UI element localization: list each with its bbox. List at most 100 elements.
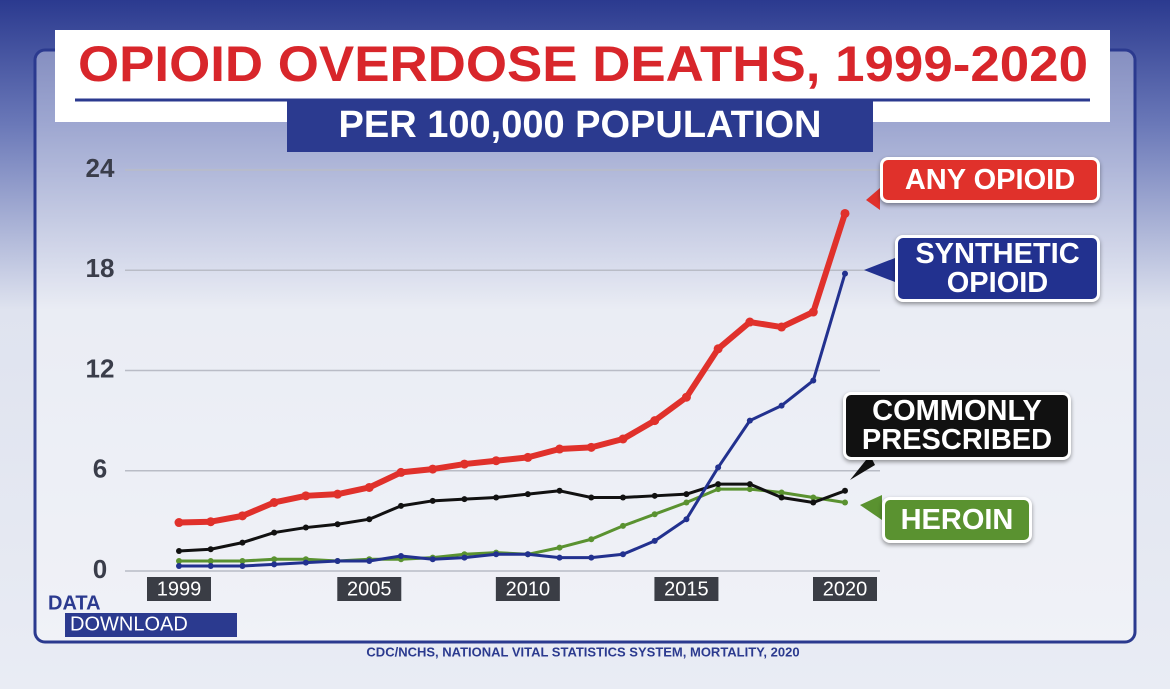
data-point [271, 529, 278, 536]
data-point [524, 551, 531, 558]
data-point [271, 561, 278, 568]
data-point [174, 518, 184, 528]
data-point [366, 516, 373, 523]
data-point [271, 556, 278, 563]
data-point [842, 499, 848, 506]
logo: DOWNLOAD [70, 613, 188, 635]
data-point [302, 559, 309, 566]
data-point [618, 434, 628, 444]
chart-subtitle: PER 100,000 POPULATION [339, 104, 822, 146]
series-line [179, 273, 847, 568]
data-point [808, 307, 818, 317]
data-point [493, 551, 500, 558]
data-point [810, 499, 817, 506]
data-point [302, 524, 309, 531]
x-tick-label: 2010 [506, 578, 551, 600]
data-point [620, 522, 626, 529]
x-tick-label: 2020 [823, 578, 868, 600]
data-point [778, 489, 785, 496]
data-point [239, 562, 246, 569]
data-point [428, 464, 438, 474]
data-point [620, 494, 626, 501]
data-point [461, 496, 468, 503]
data-point [842, 270, 848, 277]
x-tick-label: 2015 [664, 578, 709, 600]
data-point [239, 557, 246, 564]
data-point [778, 402, 785, 409]
data-point [681, 392, 691, 402]
data-point [651, 537, 658, 544]
data-point [334, 557, 341, 564]
x-tick-box [654, 577, 719, 601]
y-tick-label: 6 [93, 454, 107, 484]
data-point [396, 467, 406, 477]
data-point [777, 322, 787, 332]
data-point [493, 494, 500, 501]
data-point [651, 492, 658, 499]
x-tick-box [495, 577, 560, 601]
data-point [555, 444, 565, 454]
data-point [269, 497, 279, 507]
data-point [429, 497, 436, 504]
data-point [334, 521, 341, 528]
data-point [842, 487, 848, 494]
data-point [683, 516, 690, 523]
y-tick-label: 18 [86, 253, 115, 283]
data-point [840, 208, 850, 218]
data-point [588, 494, 595, 501]
data-point [523, 452, 533, 462]
pointer [866, 188, 880, 210]
series-line [178, 212, 848, 526]
x-tick-box [337, 577, 402, 601]
pointer [864, 258, 895, 282]
legend-label: ANY OPIOID [880, 157, 1100, 203]
data-point [620, 551, 626, 558]
data-point [745, 317, 755, 327]
data-point [429, 556, 436, 563]
x-tick-label: 2005 [347, 578, 392, 600]
data-point [713, 344, 723, 354]
data-point [491, 456, 501, 466]
y-tick-label: 12 [86, 353, 115, 383]
data-point [650, 416, 660, 426]
data-point [239, 539, 246, 546]
data-point [237, 511, 247, 521]
x-tick-label: 1999 [157, 578, 202, 600]
data-point [715, 481, 722, 488]
data-point [364, 482, 374, 492]
y-tick-label: 0 [93, 554, 107, 584]
data-point [207, 562, 214, 569]
data-point [588, 536, 595, 543]
data-point [398, 502, 404, 509]
data-point [586, 442, 596, 452]
logo-box [65, 613, 237, 637]
logo: DATA [48, 592, 101, 614]
data-point [746, 417, 753, 424]
data-point [778, 494, 785, 501]
y-tick-label: 24 [86, 153, 115, 183]
data-point [301, 491, 311, 501]
data-point [683, 499, 690, 506]
x-tick-box [147, 577, 211, 601]
data-point [207, 546, 214, 553]
data-point [333, 489, 343, 499]
data-point [746, 486, 753, 493]
data-point [588, 554, 595, 561]
data-point [683, 491, 690, 498]
data-point [715, 464, 722, 471]
data-point [461, 554, 468, 561]
legend-label: COMMONLY PRESCRIBED [843, 392, 1071, 460]
data-point [556, 544, 563, 551]
source: CDC/NCHS, NATIONAL VITAL STATISTICS SYST… [366, 644, 799, 659]
data-point [556, 554, 563, 561]
data-point [176, 557, 182, 564]
data-point [524, 491, 531, 498]
data-point [459, 459, 469, 469]
legend-label: SYNTHETIC OPIOID [895, 235, 1100, 302]
data-point [398, 552, 404, 559]
data-point [366, 557, 373, 564]
data-point [207, 557, 214, 564]
pointer [860, 495, 882, 520]
